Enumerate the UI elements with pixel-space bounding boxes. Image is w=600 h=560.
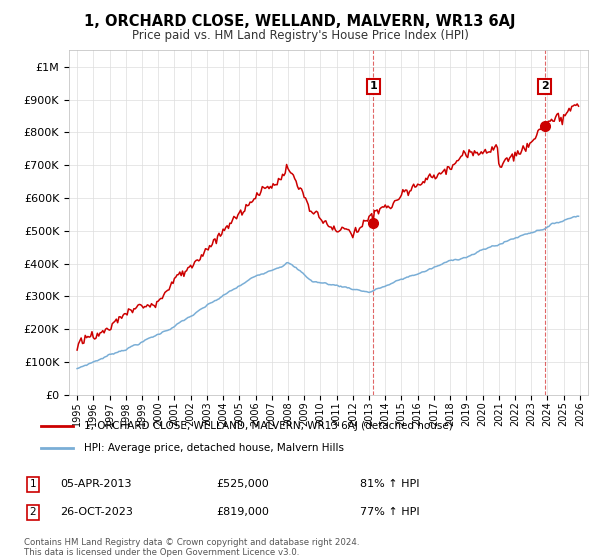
Text: £525,000: £525,000 xyxy=(216,479,269,489)
Text: 1, ORCHARD CLOSE, WELLAND, MALVERN, WR13 6AJ: 1, ORCHARD CLOSE, WELLAND, MALVERN, WR13… xyxy=(84,14,516,29)
Text: 1, ORCHARD CLOSE, WELLAND, MALVERN, WR13 6AJ (detached house): 1, ORCHARD CLOSE, WELLAND, MALVERN, WR13… xyxy=(84,421,453,431)
Text: 77% ↑ HPI: 77% ↑ HPI xyxy=(360,507,419,517)
Text: 1: 1 xyxy=(29,479,37,489)
Text: Price paid vs. HM Land Registry's House Price Index (HPI): Price paid vs. HM Land Registry's House … xyxy=(131,29,469,42)
Text: 81% ↑ HPI: 81% ↑ HPI xyxy=(360,479,419,489)
Text: 2: 2 xyxy=(541,82,548,91)
Text: 26-OCT-2023: 26-OCT-2023 xyxy=(60,507,133,517)
Text: 05-APR-2013: 05-APR-2013 xyxy=(60,479,131,489)
Text: 1: 1 xyxy=(370,82,377,91)
Text: £819,000: £819,000 xyxy=(216,507,269,517)
Text: 2: 2 xyxy=(29,507,37,517)
Text: Contains HM Land Registry data © Crown copyright and database right 2024.
This d: Contains HM Land Registry data © Crown c… xyxy=(24,538,359,557)
Text: HPI: Average price, detached house, Malvern Hills: HPI: Average price, detached house, Malv… xyxy=(84,443,344,453)
